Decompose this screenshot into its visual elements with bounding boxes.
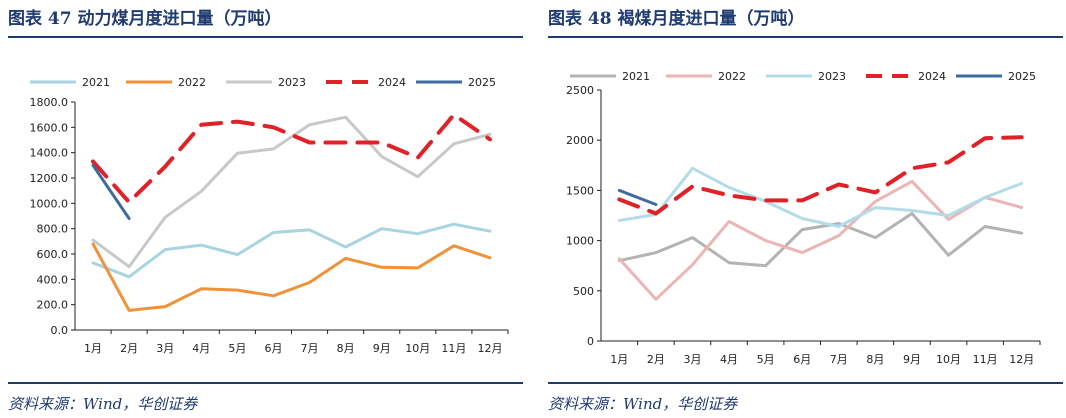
x-tick-label: 12月 xyxy=(477,342,502,355)
y-tick-label: 600.0 xyxy=(37,248,69,261)
x-tick-label: 2月 xyxy=(120,342,138,355)
x-tick-label: 1月 xyxy=(84,342,102,355)
x-tick-label: 4月 xyxy=(720,353,738,366)
y-tick-label: 1600.0 xyxy=(30,121,69,134)
x-tick-label: 9月 xyxy=(903,353,921,366)
title-divider xyxy=(8,36,523,38)
x-tick-label: 7月 xyxy=(301,342,319,355)
series-line-2024 xyxy=(91,112,492,205)
y-tick-label: 1000 xyxy=(566,235,594,248)
y-tick-label: 200.0 xyxy=(37,299,69,312)
y-tick-label: 800.0 xyxy=(37,223,69,236)
legend-label-2024: 2024 xyxy=(918,70,946,83)
line-chart-lignite: 0 500 1000 1500 2000 2500 1月 2月 3月 4月 5月 6月 7月 8月 9月 10… xyxy=(566,70,1041,366)
legend-label-2023: 2023 xyxy=(818,70,846,83)
y-tick-label: 0 xyxy=(587,335,594,348)
y-tick-label: 1200.0 xyxy=(30,172,69,185)
source-note: 资料来源：Wind，华创证券 xyxy=(548,395,738,413)
y-tick-label: 2000 xyxy=(566,134,594,147)
series-line-2021 xyxy=(91,222,492,279)
line-chart-thermal-coal: 0.0 200.0 400.0 600.0 800.0 1000.0 1200.0 1400.… xyxy=(30,76,509,355)
x-tick-label: 2月 xyxy=(647,353,665,366)
y-tick-label: 1400.0 xyxy=(30,147,69,160)
chart-panel-thermal-coal: 图表 47 动力煤月度进口量（万吨） 0.0 200.0 400.0 600.0 800… xyxy=(8,0,528,418)
series-line-2025 xyxy=(617,188,658,206)
x-tick-label: 8月 xyxy=(866,353,884,366)
x-tick-label: 10月 xyxy=(405,342,430,355)
x-tick-label: 5月 xyxy=(757,353,775,366)
x-tick-label: 11月 xyxy=(973,353,998,366)
series-line-2024 xyxy=(617,135,1024,216)
legend-label-2025: 2025 xyxy=(468,76,496,89)
legend-label-2025: 2025 xyxy=(1008,70,1036,83)
series-line-2023 xyxy=(617,166,1024,228)
x-tick-label: 4月 xyxy=(192,342,210,355)
x-tick-label: 10月 xyxy=(936,353,961,366)
chart-panel-lignite: 图表 48 褐煤月度进口量（万吨） 0 500 1000 1500 2000 2500 1月… xyxy=(548,0,1066,418)
series-line-2025 xyxy=(91,163,131,220)
x-tick-label: 8月 xyxy=(337,342,355,355)
x-tick-label: 1月 xyxy=(610,353,628,366)
legend-label-2021: 2021 xyxy=(82,76,110,89)
source-divider xyxy=(548,382,1063,384)
source-note: 资料来源：Wind，华创证券 xyxy=(8,395,198,413)
chart-title: 图表 48 褐煤月度进口量（万吨） xyxy=(548,9,805,29)
y-tick-label: 400.0 xyxy=(37,273,69,286)
y-tick-label: 1800.0 xyxy=(30,96,69,109)
chart-title: 图表 47 动力煤月度进口量（万吨） xyxy=(8,9,282,29)
title-divider xyxy=(548,36,1063,38)
x-tick-label: 3月 xyxy=(156,342,174,355)
x-tick-label: 12月 xyxy=(1009,353,1034,366)
y-tick-label: 1500 xyxy=(566,184,594,197)
legend-label-2024: 2024 xyxy=(378,76,406,89)
legend-label-2022: 2022 xyxy=(718,70,746,83)
series-line-2021 xyxy=(617,212,1024,268)
legend-label-2023: 2023 xyxy=(278,76,306,89)
x-tick-label: 5月 xyxy=(228,342,246,355)
x-tick-label: 6月 xyxy=(264,342,282,355)
y-tick-label: 500 xyxy=(573,285,594,298)
legend-label-2022: 2022 xyxy=(178,76,206,89)
x-tick-label: 7月 xyxy=(830,353,848,366)
series-line-2022 xyxy=(617,179,1024,301)
series-line-2023 xyxy=(91,115,492,269)
x-tick-label: 9月 xyxy=(373,342,391,355)
y-tick-label: 0.0 xyxy=(51,324,69,337)
legend-label-2021: 2021 xyxy=(622,70,650,83)
source-divider xyxy=(8,382,523,384)
x-tick-label: 6月 xyxy=(793,353,811,366)
x-tick-label: 3月 xyxy=(683,353,701,366)
y-tick-label: 2500 xyxy=(566,84,594,97)
series-line-2022 xyxy=(91,242,492,312)
x-tick-label: 11月 xyxy=(441,342,466,355)
y-tick-label: 1000.0 xyxy=(30,197,69,210)
